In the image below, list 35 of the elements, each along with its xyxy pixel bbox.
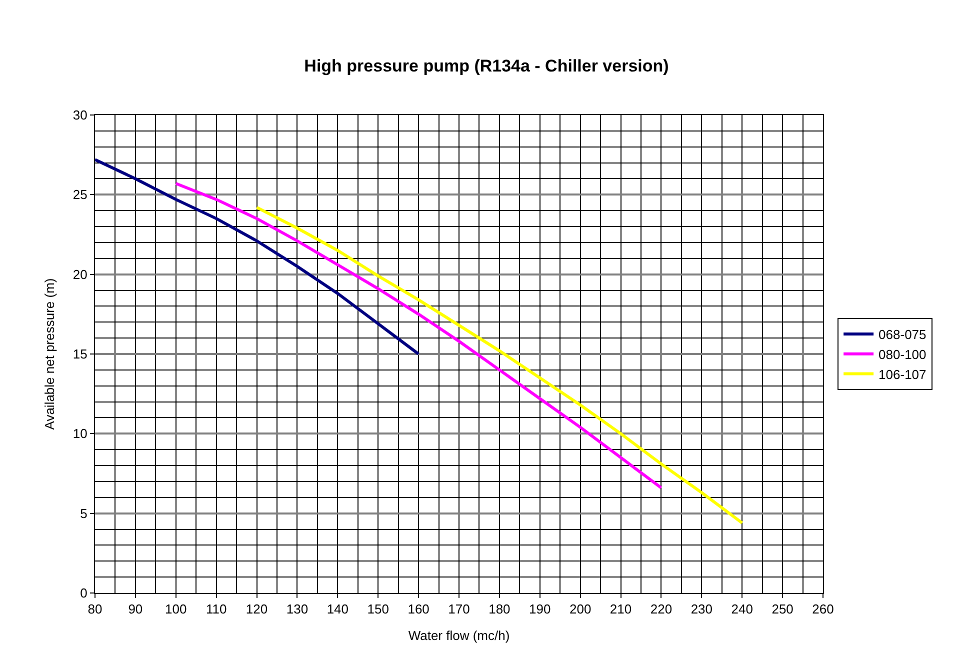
- x-axis-title: Water flow (mc/h): [408, 628, 510, 644]
- line-series: [174, 182, 663, 490]
- line-series: [95, 158, 420, 356]
- x-tick-label: 250: [772, 602, 794, 617]
- x-tick-label: 200: [569, 602, 592, 617]
- x-tick-label: 190: [529, 602, 551, 617]
- x-tick-label: 260: [812, 602, 834, 617]
- legend-label: 106-107: [878, 366, 926, 382]
- x-tick-label: 160: [408, 602, 430, 617]
- x-tick-label: 80: [88, 602, 102, 617]
- y-tick-label: 30: [72, 108, 88, 123]
- x-tick-label: 220: [650, 602, 672, 617]
- y-tick-label: 15: [72, 346, 88, 362]
- y-tick-label: 5: [80, 506, 88, 521]
- y-tick-label: 10: [72, 426, 88, 442]
- x-tick-label: 120: [246, 602, 268, 617]
- x-tick-label: 140: [326, 602, 349, 617]
- chart-title: High pressure pump (R134a - Chiller version): [304, 56, 669, 76]
- line-series: [255, 206, 744, 524]
- x-tick-label: 100: [165, 602, 187, 617]
- x-tick-label: 130: [286, 602, 308, 617]
- x-tick-label: 230: [690, 602, 713, 617]
- x-tick-label: 170: [448, 602, 470, 617]
- x-tick-label: 210: [610, 602, 632, 617]
- legend-label: 080-100: [878, 346, 926, 362]
- y-tick-label: 20: [72, 266, 88, 282]
- y-tick-label: 25: [72, 187, 88, 202]
- y-axis-title: Available net pressure (m): [42, 278, 57, 430]
- x-tick-label: 240: [731, 602, 753, 617]
- x-tick-label: 90: [128, 602, 143, 617]
- x-tick-label: 110: [206, 602, 227, 617]
- x-tick-label: 180: [488, 602, 510, 617]
- x-tick-label: 150: [367, 602, 389, 617]
- legend-label: 068-075: [878, 327, 926, 342]
- y-tick-label: 0: [80, 586, 88, 601]
